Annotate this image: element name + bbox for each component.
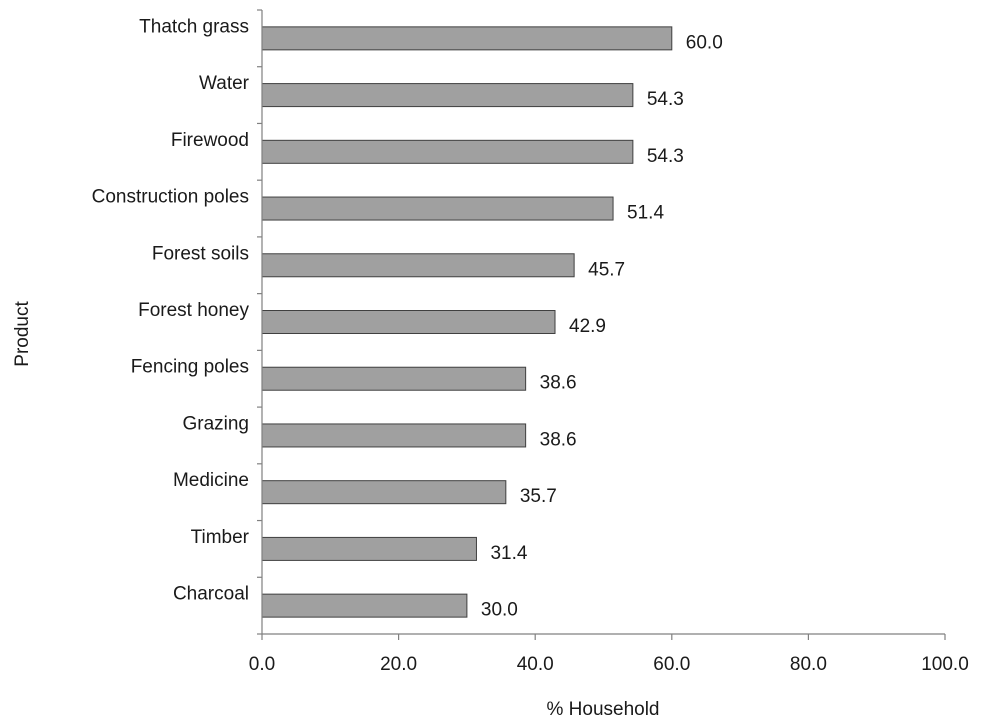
category-label: Forest honey [138,300,249,321]
category-label: Fencing poles [131,357,249,378]
data-label: 45.7 [588,259,625,280]
x-tick-label: 80.0 [790,654,827,675]
bar [261,536,477,561]
category-label: Thatch grass [139,16,249,37]
x-tick-label: 0.0 [249,654,275,675]
bar [261,139,634,164]
category-label: Charcoal [173,584,249,605]
data-label: 38.6 [540,429,577,450]
y-axis-title: Product [12,301,33,367]
data-label: 30.0 [481,600,518,621]
bar [261,26,673,51]
x-axis-title: % Household [546,699,659,720]
category-label: Grazing [182,413,249,434]
bar [261,593,468,618]
data-label: 60.0 [686,32,723,53]
y-axis: Thatch grass Water Firewood Construction po… [92,9,263,635]
bar [261,310,556,334]
x-tick-label: 40.0 [517,654,554,675]
bar [261,423,527,448]
x-axis: 0.0 20.0 40.0 60.0 80.0 100.0 [249,633,969,675]
bar [261,366,527,391]
bars-layer: 60.0 54.3 54.3 51.4 45.7 42.9 38.6 38.6 35.7 31.4… [261,26,723,621]
bar [261,480,507,505]
bar [261,196,614,221]
x-tick-label: 20.0 [380,654,417,675]
data-label: 38.6 [540,373,577,394]
category-label: Construction poles [92,187,249,208]
data-label: 51.4 [627,203,664,224]
x-tick-label: 100.0 [921,654,969,675]
category-label: Medicine [173,470,249,491]
data-label: 54.3 [647,89,684,110]
data-label: 54.3 [647,146,684,167]
data-label: 31.4 [490,543,527,564]
x-tick-label: 60.0 [653,654,690,675]
bar [261,253,575,278]
category-label: Timber [191,527,250,548]
category-label: Forest soils [152,243,249,264]
bar [261,83,634,108]
data-label: 35.7 [520,486,557,507]
category-label: Firewood [171,130,249,151]
category-label: Water [199,73,250,94]
data-label: 42.9 [569,316,606,337]
